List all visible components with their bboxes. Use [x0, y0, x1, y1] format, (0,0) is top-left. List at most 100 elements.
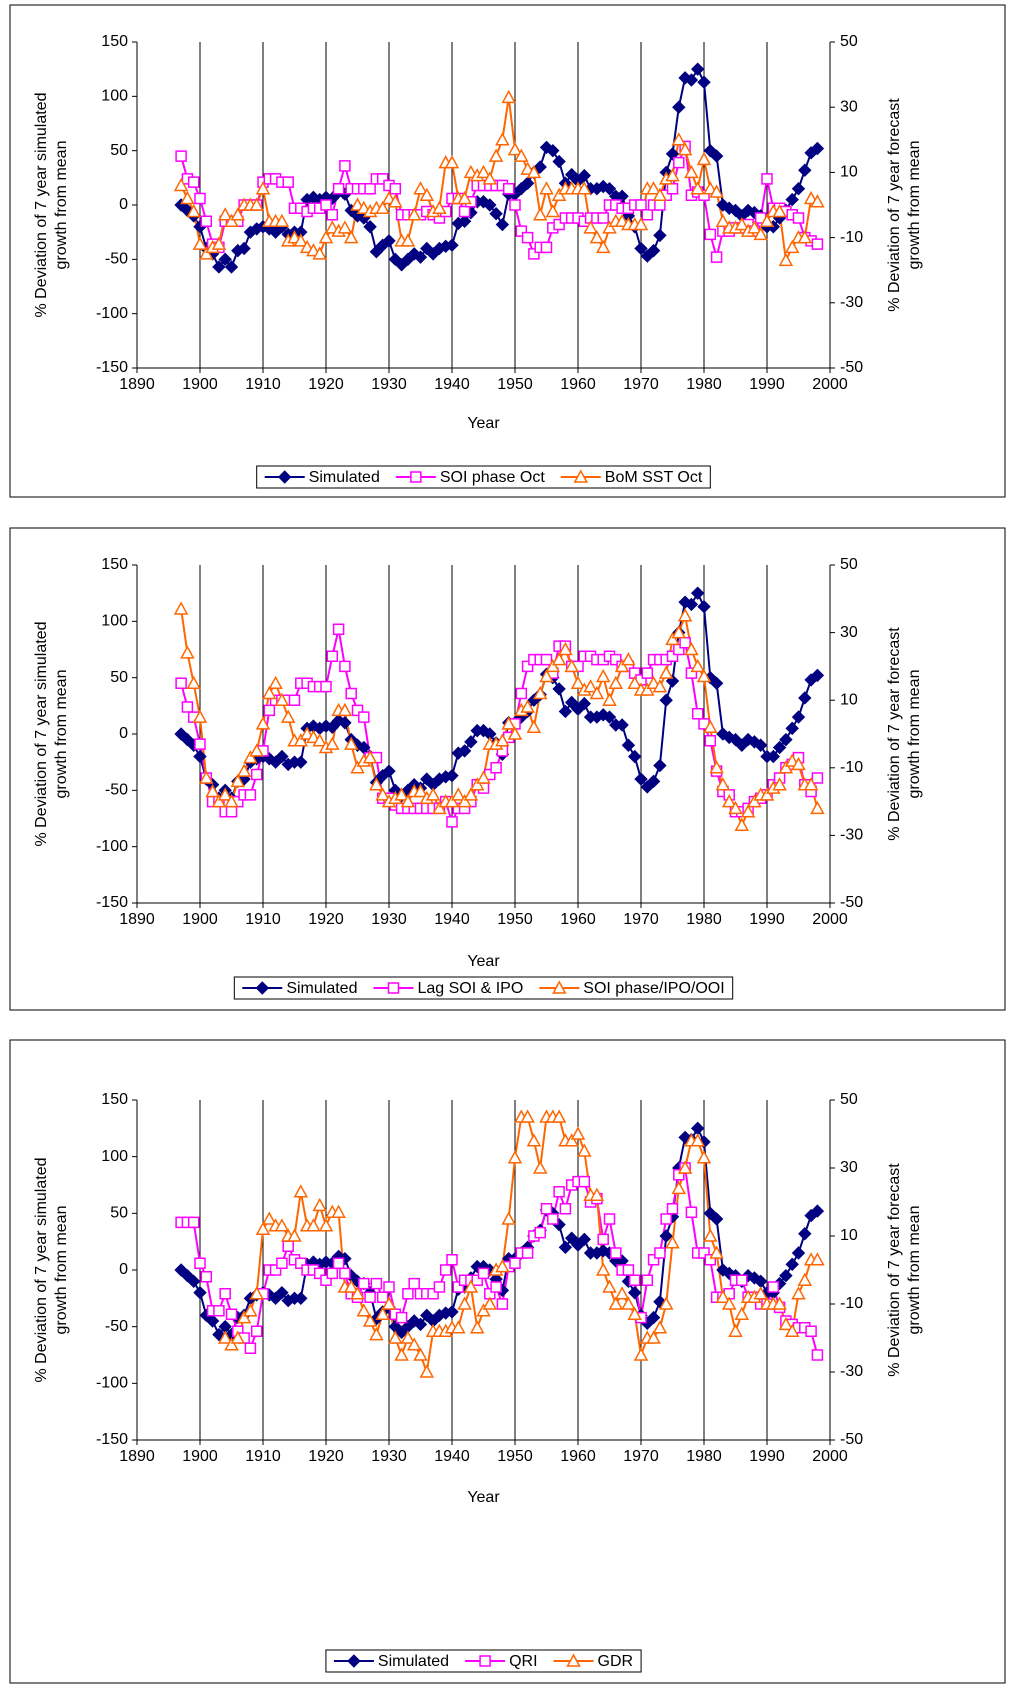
data-point [547, 1213, 559, 1225]
data-point [696, 1150, 712, 1164]
data-point [520, 699, 535, 713]
data-point [791, 181, 806, 196]
data-point [276, 1257, 288, 1269]
x-tick-label: 1970 [623, 376, 659, 393]
data-point [312, 733, 327, 747]
data-point [495, 733, 510, 747]
y-tick-label: 100 [101, 613, 128, 630]
y-tick-label: -150 [96, 894, 128, 911]
x-tick-label: 1910 [245, 1448, 281, 1465]
data-point [501, 89, 516, 104]
data-point [490, 1281, 502, 1293]
data-point [433, 1281, 446, 1293]
data-point [690, 586, 705, 600]
data-point [677, 1160, 693, 1174]
data-point [268, 675, 283, 690]
data-point [640, 682, 655, 696]
x-tick-label: 1970 [623, 911, 659, 928]
x-tick-label: 1890 [119, 1448, 155, 1465]
data-point [696, 151, 712, 166]
data-point [558, 641, 573, 656]
data-point [376, 1291, 389, 1303]
x-tick-label: 1930 [371, 376, 407, 393]
data-point [635, 199, 647, 211]
data-point [583, 220, 598, 234]
data-point [358, 711, 370, 723]
data-point [577, 181, 592, 195]
data-point [382, 764, 396, 778]
data-point [293, 233, 309, 247]
data-point [406, 1337, 422, 1351]
legend-label: Simulated [378, 1653, 449, 1670]
data-point [509, 1257, 521, 1269]
data-point [236, 1310, 252, 1324]
y2-tick-label: 10 [840, 164, 858, 181]
data-point [526, 164, 542, 179]
data-point [369, 1327, 384, 1341]
data-point [690, 62, 705, 76]
data-point [218, 252, 232, 267]
data-point [362, 750, 378, 764]
data-point [558, 704, 573, 719]
data-point [369, 245, 384, 259]
data-point [280, 709, 296, 723]
data-point [709, 676, 724, 691]
data-point [200, 1271, 213, 1283]
data-point [495, 1259, 510, 1273]
data-point [778, 1316, 794, 1331]
data-point [199, 246, 214, 260]
data-point [332, 623, 345, 635]
data-point [457, 794, 472, 808]
data-point [641, 209, 654, 221]
data-point [339, 160, 351, 172]
data-point [589, 230, 605, 244]
data-point [546, 143, 560, 158]
data-point [545, 658, 561, 673]
data-point [666, 1203, 679, 1215]
data-point [633, 216, 649, 231]
data-point [671, 132, 687, 146]
data-point [621, 652, 636, 666]
data-point [320, 680, 332, 693]
data-point [753, 738, 768, 752]
data-point [602, 1279, 617, 1293]
data-point [540, 653, 553, 666]
data-point [578, 1175, 591, 1188]
x-tick-label: 1910 [245, 911, 281, 928]
legend-item: Simulated [264, 469, 380, 486]
data-point [501, 1211, 516, 1225]
data-point [602, 220, 617, 234]
data-point [432, 200, 447, 215]
data-point [419, 1364, 435, 1378]
y-tick-label: 50 [110, 669, 128, 686]
chart-panel: 1890 1900 1910 1920 1930 1940 1950 1960 1970 1980… [9, 1039, 1006, 1684]
data-point [318, 1218, 334, 1232]
data-point [255, 181, 271, 195]
x-tick-label: 1900 [182, 376, 218, 393]
y-tick-label: 150 [101, 556, 128, 573]
data-point [326, 209, 339, 221]
data-point [394, 787, 409, 801]
y2-tick-label: 50 [840, 556, 858, 573]
data-point [747, 735, 762, 749]
data-point [458, 205, 471, 218]
data-point [186, 675, 201, 690]
data-point [621, 1296, 636, 1310]
data-point [597, 1233, 609, 1246]
x-tick-label: 2000 [812, 1448, 848, 1465]
data-point [230, 773, 246, 788]
data-point [715, 777, 731, 791]
y2-tick-label: -50 [840, 359, 863, 376]
data-point [533, 160, 547, 174]
legend: Simulated QRI GDR [325, 1649, 642, 1673]
legend-label: Lag SOI & IPO [417, 980, 523, 997]
data-point [791, 710, 806, 724]
legend-marker [573, 469, 589, 483]
y-tick-label: -100 [96, 305, 128, 322]
data-point [666, 182, 679, 195]
legend-item: SOI phase Oct [395, 469, 545, 486]
data-point [779, 732, 793, 747]
data-point [244, 789, 257, 801]
legend-item: Simulated [333, 1653, 449, 1670]
